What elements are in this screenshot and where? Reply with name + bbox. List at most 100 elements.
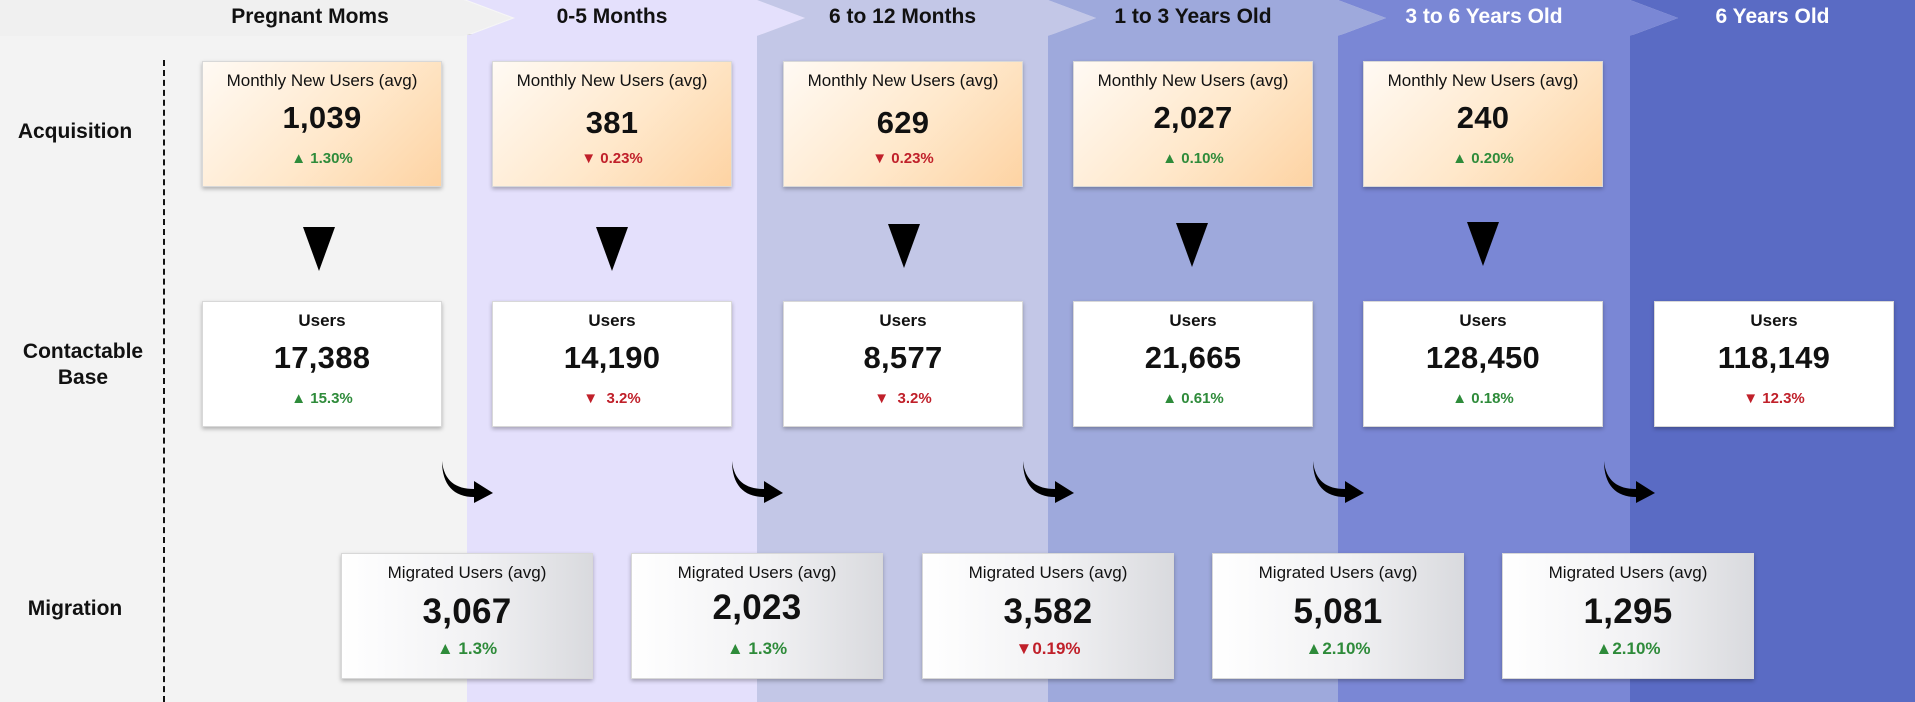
migration-card: Migrated Users (avg) 1,295 ▲2.10%	[1502, 553, 1754, 679]
migration-card: Migrated Users (avg) 2,023 ▲ 1.3%	[631, 553, 883, 679]
card-change: ▲ 0.20%	[1364, 150, 1602, 167]
curved-arrow-icon	[442, 461, 493, 503]
acquisition-card: Monthly New Users (avg) 629 ▼ 0.23%	[783, 61, 1023, 187]
acquisition-card: Monthly New Users (avg) 2,027 ▲ 0.10%	[1073, 61, 1313, 187]
column-title-0-5: 0-5 Months	[556, 5, 668, 28]
card-label: Migrated Users (avg)	[1258, 563, 1418, 582]
column-title-pregnant: Pregnant Moms	[231, 5, 389, 28]
card-value: 3,582	[1003, 592, 1093, 631]
card-value: 14,190	[563, 340, 661, 375]
card-value: 629	[876, 105, 930, 140]
change-text: 0.23%	[891, 150, 934, 167]
row-label-migration: Migration	[27, 597, 123, 620]
curved-arrow-icon	[732, 461, 783, 503]
column-title-6-12: 6 to 12 Months	[828, 5, 976, 28]
acquisition-card: Monthly New Users (avg) 381 ▼ 0.23%	[492, 61, 732, 187]
down-arrow-icon	[303, 227, 335, 271]
change-text: 0.18%	[1471, 390, 1514, 407]
migration-card: Migrated Users (avg) 3,582 ▼0.19%	[922, 553, 1174, 679]
migration-card: Migrated Users (avg) 3,067 ▲ 1.3%	[341, 553, 593, 679]
triangle-up-icon: ▲	[436, 639, 454, 658]
change-text: 12.3%	[1762, 390, 1805, 407]
header-chevron	[0, 0, 512, 36]
card-value: 1,039	[282, 100, 362, 135]
curved-arrow-icon	[1313, 461, 1364, 503]
down-arrow-icon	[1176, 223, 1208, 267]
card-label: Migrated Users (avg)	[1548, 563, 1708, 582]
card-change: ▲ 0.61%	[1074, 390, 1312, 407]
card-change: ▼ 0.23%	[493, 150, 731, 167]
triangle-up-icon: ▲	[1595, 639, 1613, 658]
card-label: Monthly New Users (avg)	[1387, 71, 1579, 90]
card-change: ▼ 0.23%	[784, 150, 1022, 167]
triangle-up-icon: ▲	[1305, 639, 1323, 658]
card-value: 240	[1456, 100, 1510, 135]
acquisition-card: Monthly New Users (avg) 240 ▲ 0.20%	[1363, 61, 1603, 187]
card-label: Users	[1459, 311, 1507, 330]
triangle-down-icon: ▼	[583, 390, 599, 407]
curved-arrow-icon	[1604, 461, 1655, 503]
triangle-up-icon: ▲	[1162, 150, 1178, 167]
card-label: Users	[588, 311, 636, 330]
down-arrow-icon	[888, 224, 920, 268]
card-change: ▲ 1.3%	[632, 639, 882, 659]
card-value: 118,149	[1717, 340, 1831, 375]
triangle-up-icon: ▲	[1452, 390, 1468, 407]
change-text: 0.19%	[1032, 639, 1081, 658]
curved-arrow-icon	[1023, 461, 1074, 503]
change-text: 1.3%	[748, 639, 788, 658]
card-label: Users	[1750, 311, 1798, 330]
card-label: Monthly New Users (avg)	[226, 71, 418, 90]
card-change: ▲ 0.10%	[1074, 150, 1312, 167]
triangle-down-icon: ▼	[1015, 639, 1033, 658]
header-chevron	[1338, 0, 1678, 36]
change-text: 15.3%	[310, 390, 353, 407]
card-change: ▼ 3.2%	[493, 390, 731, 407]
change-text: 0.10%	[1181, 150, 1224, 167]
acquisition-card: Monthly New Users (avg) 1,039 ▲ 1.30%	[202, 61, 442, 187]
card-change: ▼ 3.2%	[784, 390, 1022, 407]
card-label: Migrated Users (avg)	[387, 563, 547, 582]
base-card: Users 128,450 ▲ 0.18%	[1363, 301, 1603, 427]
row-label-acquisition: Acquisition	[17, 120, 133, 143]
card-value: 381	[585, 105, 639, 140]
card-value: 128,450	[1425, 340, 1541, 375]
card-label: Users	[298, 311, 346, 330]
card-value: 1,295	[1583, 592, 1673, 631]
down-arrow-icon	[596, 227, 628, 271]
row-label-divider	[163, 60, 165, 702]
change-text: 0.23%	[600, 150, 643, 167]
migration-card: Migrated Users (avg) 5,081 ▲2.10%	[1212, 553, 1464, 679]
card-value: 3,067	[422, 592, 512, 631]
triangle-up-icon: ▲	[291, 150, 307, 167]
change-text: 2.10%	[1322, 639, 1371, 658]
header-chevron	[1048, 0, 1386, 36]
card-value: 2,027	[1153, 100, 1233, 135]
triangle-up-icon: ▲	[1162, 390, 1178, 407]
card-label: Monthly New Users (avg)	[807, 71, 999, 90]
base-card: Users 17,388 ▲ 15.3%	[202, 301, 442, 427]
card-change: ▲ 15.3%	[203, 390, 441, 407]
change-text: 1.3%	[458, 639, 498, 658]
down-arrow-icon	[1467, 222, 1499, 266]
triangle-down-icon: ▼	[874, 390, 890, 407]
card-value: 17,388	[273, 340, 371, 375]
change-text: 3.2%	[897, 390, 932, 407]
card-label: Users	[879, 311, 927, 330]
card-change: ▲ 1.3%	[342, 639, 592, 659]
card-change: ▲ 1.30%	[203, 150, 441, 167]
card-value: 5,081	[1293, 592, 1383, 631]
triangle-down-icon: ▼	[1743, 390, 1759, 407]
change-text: 0.20%	[1471, 150, 1514, 167]
card-label: Migrated Users (avg)	[677, 563, 837, 582]
header-chevron	[757, 0, 1096, 36]
card-change: ▼ 12.3%	[1655, 390, 1893, 407]
base-card: Users 14,190 ▼ 3.2%	[492, 301, 732, 427]
base-card: Users 8,577 ▼ 3.2%	[783, 301, 1023, 427]
column-title-6: 6 Years Old	[1715, 5, 1830, 28]
triangle-down-icon: ▼	[872, 150, 888, 167]
card-label: Migrated Users (avg)	[968, 563, 1128, 582]
card-value: 2,023	[712, 588, 802, 627]
header-chevron	[467, 0, 805, 36]
card-value: 21,665	[1144, 340, 1242, 375]
